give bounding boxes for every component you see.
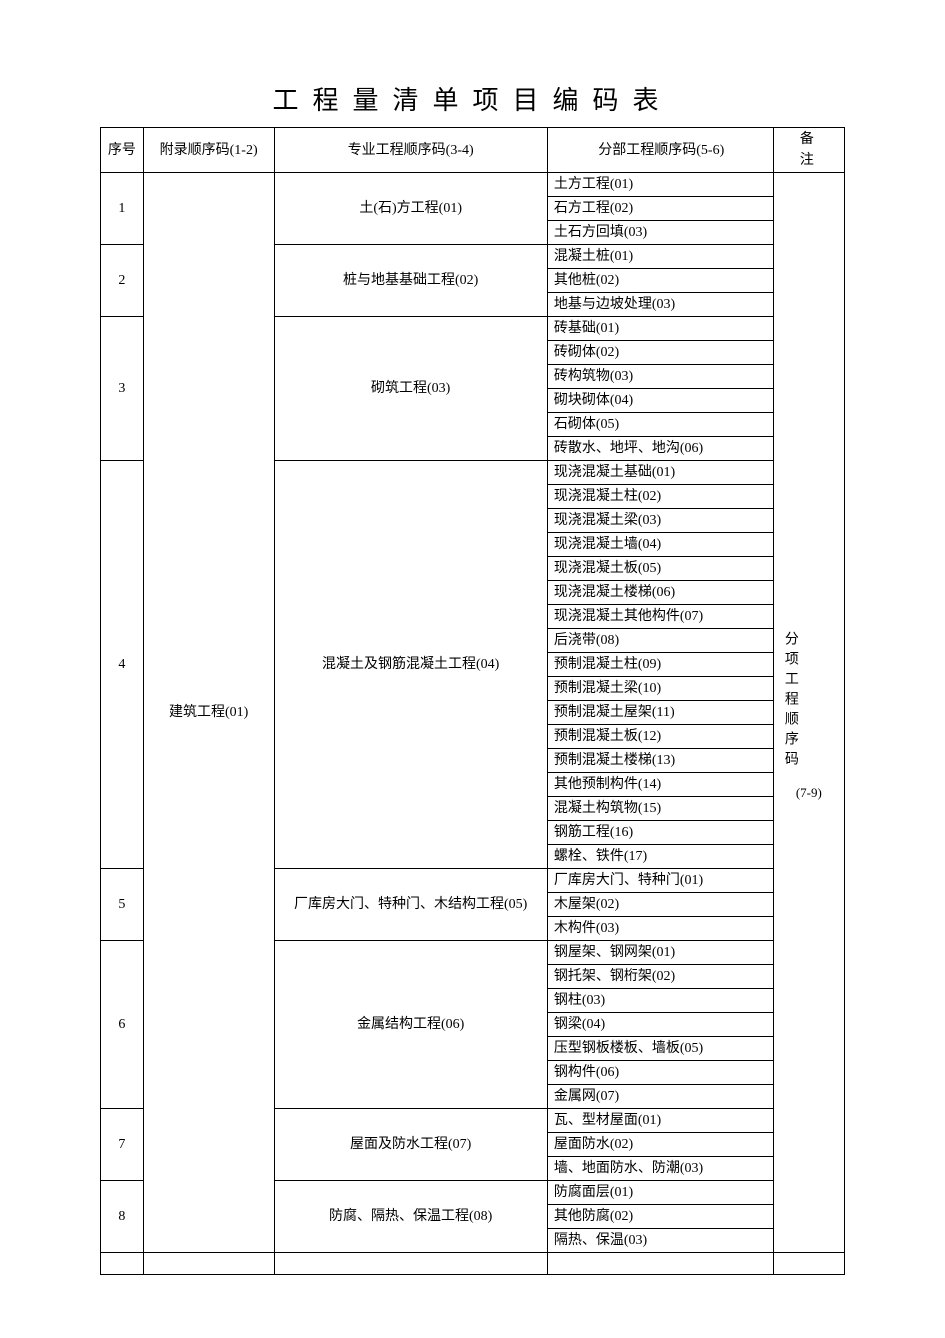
hdr-specialty: 专业工程顺序码(3-4) xyxy=(274,128,547,173)
seq-cell: 1 xyxy=(101,173,144,245)
subdivision-cell: 预制混凝土楼梯(13) xyxy=(547,749,773,773)
subdivision-cell: 其他防腐(02) xyxy=(547,1205,773,1229)
subdivision-cell: 钢梁(04) xyxy=(547,1013,773,1037)
empty-row xyxy=(101,1253,845,1275)
encoding-table: 序号 附录顺序码(1-2) 专业工程顺序码(3-4) 分部工程顺序码(5-6) … xyxy=(100,127,845,1275)
page-title: 工程量清单项目编码表 xyxy=(100,80,845,117)
empty-cell xyxy=(274,1253,547,1275)
subdivision-cell: 预制混凝土梁(10) xyxy=(547,677,773,701)
subdivision-cell: 现浇混凝土楼梯(06) xyxy=(547,581,773,605)
subdivision-cell: 地基与边坡处理(03) xyxy=(547,293,773,317)
subdivision-cell: 石方工程(02) xyxy=(547,197,773,221)
subdivision-cell: 现浇混凝土板(05) xyxy=(547,557,773,581)
subdivision-cell: 砖砌体(02) xyxy=(547,341,773,365)
seq-cell: 7 xyxy=(101,1109,144,1181)
subdivision-cell: 现浇混凝土墙(04) xyxy=(547,533,773,557)
table-row: 1建筑工程(01)土(石)方工程(01)土方工程(01)分项工程顺序码(7-9) xyxy=(101,173,845,197)
empty-cell xyxy=(773,1253,844,1275)
subdivision-cell: 土石方回填(03) xyxy=(547,221,773,245)
empty-cell xyxy=(547,1253,773,1275)
table-body: 1建筑工程(01)土(石)方工程(01)土方工程(01)分项工程顺序码(7-9)… xyxy=(101,173,845,1275)
note-range: (7-9) xyxy=(778,783,840,803)
subdivision-cell: 钢屋架、钢网架(01) xyxy=(547,941,773,965)
subdivision-cell: 预制混凝土屋架(11) xyxy=(547,701,773,725)
subdivision-cell: 钢柱(03) xyxy=(547,989,773,1013)
empty-cell xyxy=(143,1253,274,1275)
subdivision-cell: 螺栓、铁件(17) xyxy=(547,845,773,869)
subdivision-cell: 混凝土桩(01) xyxy=(547,245,773,269)
seq-cell: 8 xyxy=(101,1181,144,1253)
subdivision-cell: 现浇混凝土其他构件(07) xyxy=(547,605,773,629)
subdivision-cell: 现浇混凝土基础(01) xyxy=(547,461,773,485)
subdivision-cell: 木构件(03) xyxy=(547,917,773,941)
note-vertical-text: 分项工程顺序码 xyxy=(778,623,803,779)
note-cell: 分项工程顺序码 (7-9) xyxy=(773,173,844,1253)
seq-cell: 5 xyxy=(101,869,144,941)
table-header-row: 序号 附录顺序码(1-2) 专业工程顺序码(3-4) 分部工程顺序码(5-6) … xyxy=(101,128,845,173)
seq-cell: 2 xyxy=(101,245,144,317)
empty-cell xyxy=(101,1253,144,1275)
subdivision-cell: 预制混凝土板(12) xyxy=(547,725,773,749)
seq-cell: 3 xyxy=(101,317,144,461)
specialty-cell: 桩与地基基础工程(02) xyxy=(274,245,547,317)
subdivision-cell: 土方工程(01) xyxy=(547,173,773,197)
subdivision-cell: 混凝土构筑物(15) xyxy=(547,797,773,821)
subdivision-cell: 钢构件(06) xyxy=(547,1061,773,1085)
subdivision-cell: 砖构筑物(03) xyxy=(547,365,773,389)
subdivision-cell: 砖散水、地坪、地沟(06) xyxy=(547,437,773,461)
subdivision-cell: 木屋架(02) xyxy=(547,893,773,917)
subdivision-cell: 砌块砌体(04) xyxy=(547,389,773,413)
subdivision-cell: 钢托架、钢桁架(02) xyxy=(547,965,773,989)
subdivision-cell: 砖基础(01) xyxy=(547,317,773,341)
subdivision-cell: 防腐面层(01) xyxy=(547,1181,773,1205)
hdr-note: 备注 xyxy=(773,128,844,173)
specialty-cell: 砌筑工程(03) xyxy=(274,317,547,461)
specialty-cell: 厂库房大门、特种门、木结构工程(05) xyxy=(274,869,547,941)
subdivision-cell: 钢筋工程(16) xyxy=(547,821,773,845)
subdivision-cell: 后浇带(08) xyxy=(547,629,773,653)
subdivision-cell: 瓦、型材屋面(01) xyxy=(547,1109,773,1133)
specialty-cell: 混凝土及钢筋混凝土工程(04) xyxy=(274,461,547,869)
hdr-subdivision: 分部工程顺序码(5-6) xyxy=(547,128,773,173)
seq-cell: 6 xyxy=(101,941,144,1109)
subdivision-cell: 墙、地面防水、防潮(03) xyxy=(547,1157,773,1181)
subdivision-cell: 现浇混凝土梁(03) xyxy=(547,509,773,533)
subdivision-cell: 其他预制构件(14) xyxy=(547,773,773,797)
subdivision-cell: 隔热、保温(03) xyxy=(547,1229,773,1253)
hdr-appendix: 附录顺序码(1-2) xyxy=(143,128,274,173)
subdivision-cell: 现浇混凝土柱(02) xyxy=(547,485,773,509)
subdivision-cell: 其他桩(02) xyxy=(547,269,773,293)
hdr-seq: 序号 xyxy=(101,128,144,173)
seq-cell: 4 xyxy=(101,461,144,869)
specialty-cell: 防腐、隔热、保温工程(08) xyxy=(274,1181,547,1253)
specialty-cell: 金属结构工程(06) xyxy=(274,941,547,1109)
subdivision-cell: 屋面防水(02) xyxy=(547,1133,773,1157)
specialty-cell: 土(石)方工程(01) xyxy=(274,173,547,245)
appendix-cell: 建筑工程(01) xyxy=(143,173,274,1253)
specialty-cell: 屋面及防水工程(07) xyxy=(274,1109,547,1181)
subdivision-cell: 预制混凝土柱(09) xyxy=(547,653,773,677)
subdivision-cell: 金属网(07) xyxy=(547,1085,773,1109)
subdivision-cell: 石砌体(05) xyxy=(547,413,773,437)
subdivision-cell: 厂库房大门、特种门(01) xyxy=(547,869,773,893)
subdivision-cell: 压型钢板楼板、墙板(05) xyxy=(547,1037,773,1061)
